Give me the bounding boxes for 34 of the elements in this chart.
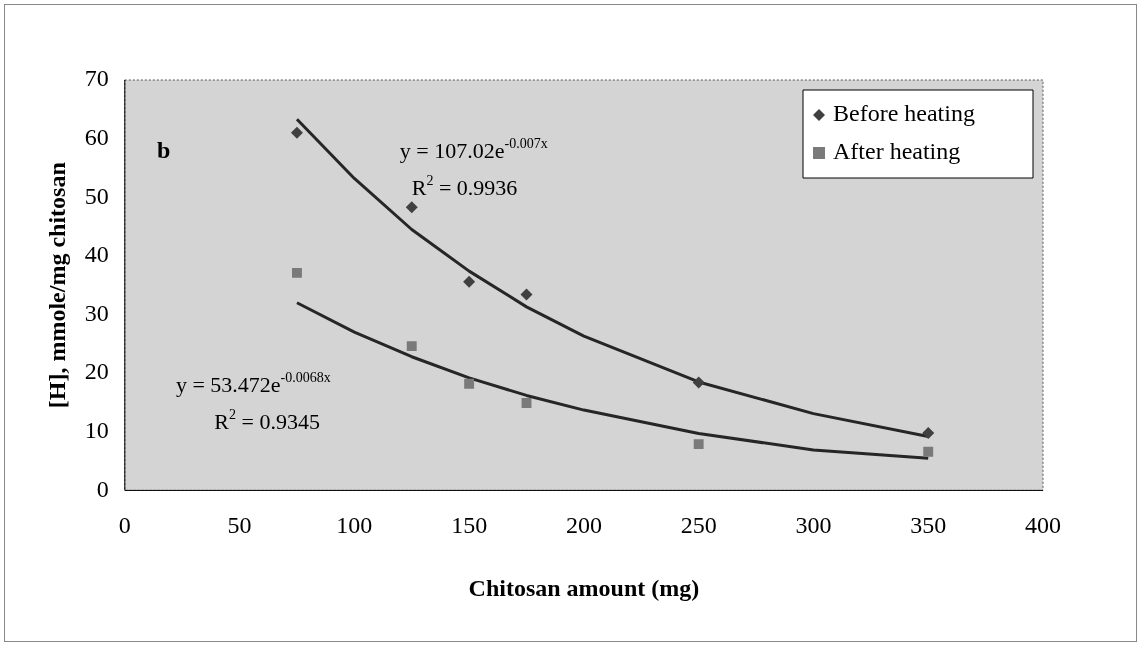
point (692, 376, 705, 389)
y-tick-label: 20 (84, 358, 109, 385)
y-tick-label: 50 (84, 182, 109, 209)
x-tick-label: 150 (451, 512, 488, 539)
annotation: b (156, 136, 171, 163)
point (290, 126, 303, 139)
y-tick-label: 40 (84, 241, 109, 268)
x-tick-label: 0 (118, 512, 131, 539)
x-tick-label: 50 (227, 512, 252, 539)
x-tick-label: 200 (565, 512, 602, 539)
point (693, 439, 704, 450)
point (406, 341, 417, 352)
x-axis-title: Chitosan amount (mg) (468, 574, 700, 601)
y-tick-label: 10 (84, 417, 109, 444)
legend-label: Before heating (833, 100, 975, 127)
x-tick-label: 250 (680, 512, 717, 539)
point (464, 378, 475, 389)
x-tick-label: 350 (910, 512, 947, 539)
y-tick-label: 60 (84, 123, 109, 150)
legend-label: After heating (833, 138, 961, 165)
y-axis-title: [H], mmole/mg chitosan (43, 162, 70, 409)
point (922, 426, 935, 439)
point (405, 201, 418, 214)
point (923, 446, 934, 457)
y-tick-label: 70 (84, 65, 109, 92)
y-tick-label: 0 (96, 475, 109, 502)
point (463, 275, 476, 288)
x-tick-label: 400 (1025, 512, 1061, 539)
y-tick-label: 30 (84, 299, 109, 326)
point (292, 267, 302, 278)
x-tick-label: 100 (336, 512, 373, 539)
point (520, 288, 533, 301)
point (521, 398, 532, 408)
x-tick-label: 300 (795, 512, 832, 539)
